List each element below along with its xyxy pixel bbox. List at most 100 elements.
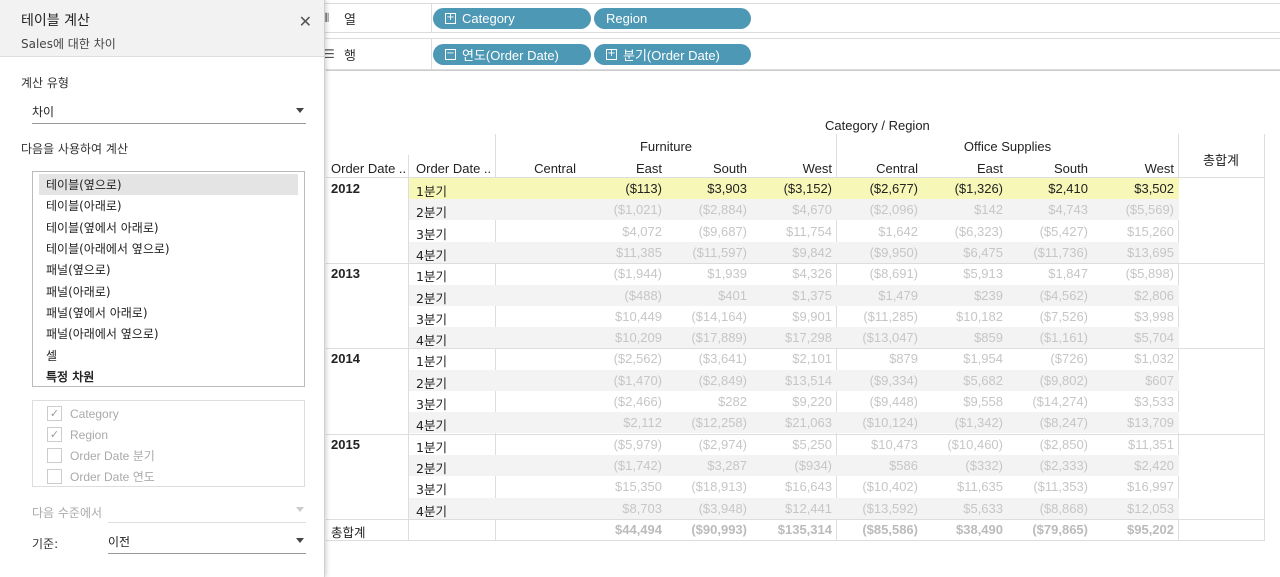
table-cell: ($8,247): [1039, 415, 1088, 431]
quarter-label: 3분기: [416, 397, 447, 412]
table-cell: ($12,258): [691, 415, 747, 431]
table-cell: $9,220: [792, 394, 832, 409]
table-cell: $3,998: [1134, 308, 1174, 324]
table-cell: ($1,021): [613, 202, 662, 218]
table-row: [409, 241, 1179, 263]
quarter-label: 4분기: [416, 418, 447, 434]
table-cell: ($3,152): [783, 181, 832, 196]
list-item[interactable]: 패널(옆으로): [46, 263, 111, 278]
columns-icon: ⦀: [324, 10, 330, 25]
list-item[interactable]: 테이블(아래로): [46, 199, 122, 214]
table-cell: $5,682: [963, 372, 1003, 388]
total-cell: ($79,865): [1032, 522, 1088, 537]
table-cell: ($2,466): [613, 394, 662, 409]
list-item[interactable]: 특정 차원: [46, 369, 95, 384]
rows-icon: ☰: [324, 47, 335, 61]
divider: [326, 540, 1264, 541]
expand-plus-icon[interactable]: +: [445, 12, 456, 24]
at-level-dropdown[interactable]: [108, 499, 306, 523]
table-cell: $8,703: [622, 500, 662, 516]
table-cell: $3,533: [1134, 394, 1174, 409]
table-cell: $1,032: [1134, 351, 1174, 367]
year-label: 2012: [331, 181, 360, 196]
quarter-label: 1분기: [416, 184, 447, 199]
compute-using-label: 다음을 사용하여 계산: [21, 142, 128, 156]
pill-quarter-order-date[interactable]: + 분기(Order Date): [594, 44, 751, 65]
panel-subtitle: Sales에 대한 차이: [21, 37, 116, 51]
list-item[interactable]: 셀: [46, 348, 58, 363]
table-cell: $10,473: [871, 436, 918, 452]
quarter-label: 3분기: [416, 226, 447, 242]
table-cell: $239: [974, 287, 1003, 303]
list-item[interactable]: 테이블(아래에서 옆으로): [46, 242, 170, 257]
list-item[interactable]: 패널(아래에서 옆으로): [46, 327, 159, 342]
table-cell: $16,643: [785, 479, 832, 495]
table-cell: $10,449: [615, 308, 662, 324]
table-cell: ($10,460): [947, 436, 1003, 452]
list-item[interactable]: 패널(옆에서 아래로): [46, 305, 148, 320]
relative-to-dropdown[interactable]: 이전: [108, 530, 306, 554]
pill-year-order-date[interactable]: − 연도(Order Date): [433, 44, 591, 65]
table-cell: $17,298: [785, 330, 832, 346]
table-cell: $2,420: [1134, 457, 1174, 473]
table-cell: ($9,334): [869, 372, 918, 388]
columns-shelf-label: ⦀ 열: [324, 4, 432, 32]
dimension-row-quarter[interactable]: Order Date 분기: [33, 445, 304, 466]
table-cell: ($17,889): [691, 330, 747, 346]
list-item[interactable]: 패널(아래로): [46, 284, 111, 299]
table-cell: $5,250: [792, 436, 832, 452]
list-item[interactable]: 테이블(옆에서 아래로): [46, 220, 159, 235]
grand-total-row-label: 총합계: [331, 525, 366, 540]
table-cell: $401: [718, 287, 747, 303]
quarter-label: 2분기: [416, 290, 447, 306]
total-cell: $95,202: [1127, 522, 1174, 537]
checkbox-unchecked-icon[interactable]: [47, 448, 62, 463]
table-row: [409, 369, 1179, 391]
year-label: 2013: [331, 266, 360, 282]
list-item[interactable]: 테이블(옆으로): [39, 174, 298, 196]
table-cell: $10,182: [956, 308, 1003, 324]
checkbox-checked-icon[interactable]: ✓: [47, 406, 62, 421]
table-cell: ($8,691): [869, 266, 918, 282]
collapse-minus-icon[interactable]: −: [445, 48, 456, 60]
region-header: East: [635, 161, 662, 176]
table-cell: $12,441: [785, 500, 832, 516]
table-cell: $3,287: [707, 457, 747, 473]
expand-plus-icon[interactable]: +: [606, 48, 617, 60]
region-header: South: [1054, 161, 1088, 176]
compute-using-list[interactable]: 테이블(옆으로) 테이블(아래로) 테이블(옆에서 아래로) 테이블(아래에서 …: [32, 171, 305, 387]
dimension-row-region[interactable]: ✓ Region: [33, 424, 304, 445]
table-cell: $2,101: [792, 351, 832, 367]
table-row: [409, 284, 1179, 306]
rows-shelf: ☰ 행 − 연도(Order Date) + 분기(Order Date): [318, 38, 1280, 70]
checkbox-unchecked-icon[interactable]: [47, 469, 62, 484]
dimension-row-year[interactable]: Order Date 연도: [33, 466, 304, 487]
table-cell: $11,385: [615, 244, 662, 260]
table-cell: $1,939: [707, 266, 747, 282]
checkbox-checked-icon[interactable]: ✓: [47, 427, 62, 442]
table-cell: ($18,913): [691, 479, 747, 495]
divider: [326, 348, 1264, 349]
calc-type-dropdown[interactable]: 차이: [32, 100, 306, 124]
table-cell: ($5,898): [1125, 266, 1174, 282]
region-header: East: [976, 161, 1003, 176]
table-cell: ($13,047): [862, 330, 918, 346]
pill-category[interactable]: + Category: [433, 8, 591, 29]
close-icon[interactable]: ✕: [298, 12, 312, 31]
divider: [326, 519, 1264, 520]
table-cell: $5,633: [963, 500, 1003, 516]
table-cell: ($2,096): [869, 202, 918, 218]
table-row: [409, 327, 1179, 349]
table-cell: ($7,526): [1039, 308, 1088, 324]
table-cell: $13,695: [1127, 244, 1174, 260]
table-cell: ($11,353): [1033, 479, 1088, 495]
quarter-label: 3분기: [416, 311, 447, 327]
chart-title: Category / Region: [825, 118, 930, 133]
dimension-row-category[interactable]: ✓ Category: [33, 403, 304, 424]
panel-header: 테이블 계산 Sales에 대한 차이 ✕: [0, 0, 324, 57]
table-cell: $21,063: [785, 415, 832, 431]
table-cell: ($113): [625, 181, 662, 196]
pill-region[interactable]: Region: [594, 8, 751, 29]
region-header: South: [713, 161, 747, 176]
table-cell: ($2,333): [1039, 457, 1088, 473]
